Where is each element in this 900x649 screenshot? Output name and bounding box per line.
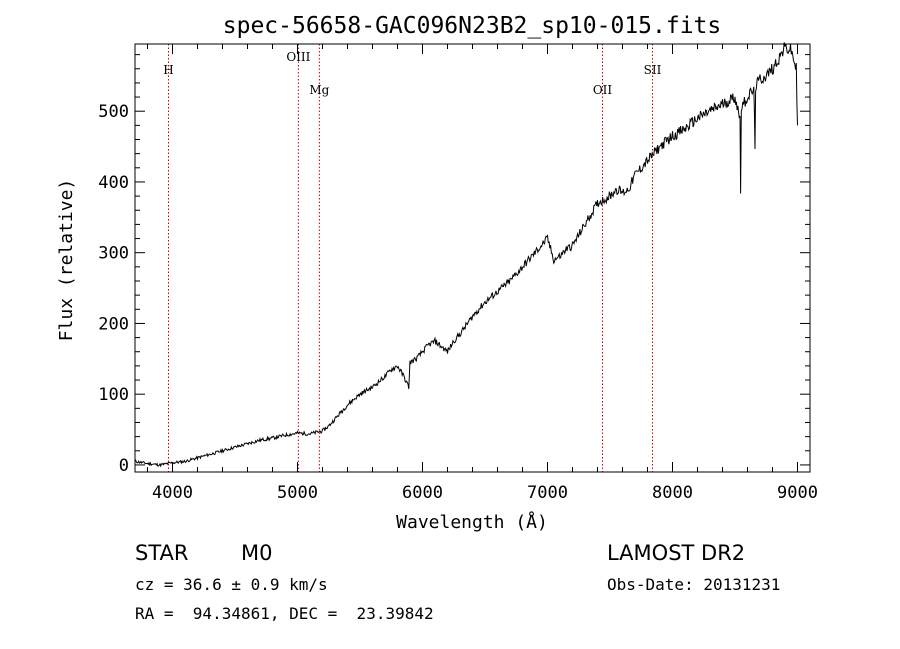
survey-name: LAMOST DR2 [607, 541, 746, 565]
redshift-velocity: cz = 36.6 ± 0.9 km/s [135, 575, 328, 594]
x-axis-label: Wavelength (Å) [396, 511, 548, 533]
plot-frame [134, 43, 811, 473]
x-tick-label: 8000 [652, 483, 693, 503]
chart-title: spec-56658-GAC096N23B2_sp10-015.fits [223, 13, 722, 39]
y-tick-label: 200 [98, 314, 129, 334]
x-tick-label: 9000 [777, 483, 818, 503]
y-axis-label: Flux (relative) [56, 179, 77, 342]
y-tick-label: 300 [98, 244, 129, 264]
line-label-sii: SII [644, 63, 662, 77]
spectral-line-markers: H OIII Mg OII SII [163, 44, 662, 472]
y-tick-label: 500 [98, 102, 129, 122]
y-axis-ticks: 0 100 200 300 400 500 [98, 54, 810, 476]
spectrum-line [134, 42, 798, 468]
line-label-oiii: OIII [286, 50, 310, 64]
sky-coordinates: RA = 94.34861, DEC = 23.39842 [135, 604, 434, 623]
x-tick-label: 6000 [402, 483, 443, 503]
object-class: STAR [135, 541, 189, 565]
line-label-h: H [163, 63, 173, 77]
observation-date: Obs-Date: 20131231 [607, 575, 781, 594]
y-tick-label: 0 [119, 456, 129, 476]
x-tick-label: 5000 [277, 483, 318, 503]
y-tick-label: 100 [98, 385, 129, 405]
line-label-mg: Mg [309, 83, 329, 97]
object-subclass: M0 [241, 541, 273, 565]
x-tick-label: 4000 [152, 483, 193, 503]
line-label-oii: OII [593, 83, 613, 97]
x-tick-label: 7000 [527, 483, 568, 503]
x-axis-ticks: 4000 5000 6000 7000 8000 9000 [147, 44, 818, 503]
y-tick-label: 400 [98, 173, 129, 193]
